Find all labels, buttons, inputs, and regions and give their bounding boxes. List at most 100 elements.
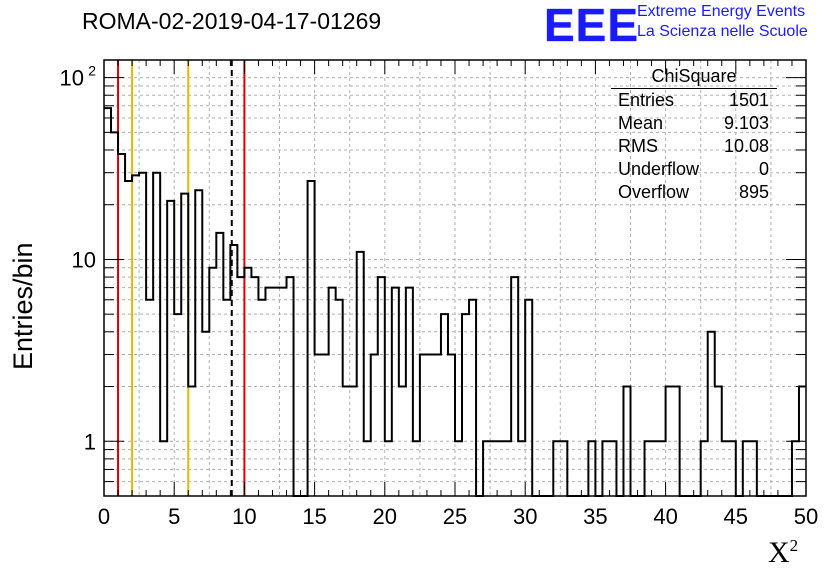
x-tick-label: 45: [724, 504, 748, 529]
histogram-bin: [497, 441, 504, 496]
y-tick-label: 10: [60, 66, 84, 91]
histogram-bin: [588, 441, 595, 496]
histogram-bin: [560, 441, 567, 496]
histogram-bin: [399, 387, 406, 496]
histogram-bin: [469, 300, 476, 496]
histogram-bin: [371, 355, 378, 496]
histogram-bin: [195, 190, 202, 496]
x-tick-label: 10: [232, 504, 256, 529]
x-tick-label: 15: [302, 504, 326, 529]
histogram-bin: [223, 300, 230, 496]
y-tick-label-exponent: 2: [88, 63, 96, 79]
histogram-bin: [673, 387, 680, 496]
histogram-bin: [237, 277, 244, 496]
y-tick-label: 10: [72, 247, 96, 272]
histogram-bin: [329, 288, 336, 496]
histogram-bin: [406, 288, 413, 496]
histogram-bin: [251, 277, 258, 496]
histogram-bin: [722, 441, 729, 496]
histogram-bin: [160, 441, 167, 496]
histogram-bin: [602, 441, 609, 496]
histogram-bin: [525, 300, 532, 496]
histogram-bin: [455, 441, 462, 496]
histogram-bin: [364, 441, 371, 496]
x-axis: 0 5 10 15 20 25 30 35 40 45 50: [98, 60, 818, 529]
x-tick-label: 20: [373, 504, 397, 529]
eee-logo: EEE: [544, 0, 640, 51]
histogram-bin: [104, 108, 111, 496]
histogram-bin: [441, 314, 448, 496]
stats-row-entries: Entries 1501: [618, 90, 769, 110]
x-tick-label: 30: [513, 504, 537, 529]
histogram-bin: [483, 441, 490, 496]
histogram-bin: [322, 355, 329, 496]
histogram-bin: [385, 441, 392, 496]
y-tick-label: 1: [84, 429, 96, 454]
x-tick-label: 50: [794, 504, 818, 529]
histogram-bin: [139, 173, 146, 496]
histogram-bin: [209, 268, 216, 496]
histogram-bin: [287, 277, 294, 496]
histogram-bin: [427, 355, 434, 496]
histogram-bin: [413, 441, 420, 496]
histogram-bin: [504, 441, 511, 496]
x-axis-label: X2: [768, 536, 799, 569]
histogram-bin: [272, 288, 279, 496]
y-axis-label: Entries/bin: [8, 242, 38, 370]
histogram-bin: [181, 194, 188, 496]
histogram-bin: [118, 154, 125, 496]
histogram-bin: [308, 181, 315, 496]
x-tick-label: 25: [443, 504, 467, 529]
histogram-bin: [188, 387, 195, 496]
histogram-bin: [448, 355, 455, 496]
x-tick-label: 5: [168, 504, 180, 529]
stats-row-rms: RMS 10.08: [618, 136, 769, 156]
stats-box: ChiSquare Entries 1501 Mean 9.103 RMS 10.08…: [611, 66, 777, 204]
histogram-bin: [609, 441, 616, 496]
histogram-bin: [336, 300, 343, 496]
logo-line-2: La Scienza nelle Scuole: [637, 23, 808, 40]
histogram-bin: [729, 441, 736, 496]
histogram-bin: [652, 441, 659, 496]
histogram-bin: [244, 268, 251, 496]
stats-title: ChiSquare: [611, 66, 777, 89]
histogram-bin: [216, 233, 223, 496]
histogram-bin: [167, 201, 174, 496]
histogram-bin: [174, 314, 181, 496]
histogram-bin: [230, 245, 237, 496]
histogram-bin: [392, 288, 399, 496]
histogram-bin: [315, 355, 322, 496]
x-tick-label: 40: [653, 504, 677, 529]
chart-title: ROMA-02-2019-04-17-01269: [82, 8, 382, 34]
histogram-bin: [518, 441, 525, 496]
histogram-bin: [132, 175, 139, 496]
histogram-bin: [265, 288, 272, 496]
histogram-bin: [708, 332, 715, 496]
histogram-bin: [146, 300, 153, 496]
histogram-bin: [350, 387, 357, 496]
histogram-bin: [750, 441, 757, 496]
histogram-bin: [666, 387, 673, 496]
histogram-bin: [258, 300, 265, 496]
histogram-bin: [462, 314, 469, 496]
histogram-bin: [701, 441, 708, 496]
stats-row-mean: Mean 9.103: [618, 113, 769, 133]
histogram-bin: [357, 252, 364, 496]
histogram-outline: [104, 107, 806, 497]
histogram-bin: [659, 441, 666, 496]
histogram-bin: [434, 355, 441, 496]
stats-row-overflow: Overflow 895: [618, 182, 769, 202]
histogram-bin: [645, 441, 652, 496]
histogram-bin: [343, 387, 350, 496]
histogram-bin: [153, 173, 160, 496]
x-tick-label: 0: [98, 504, 110, 529]
histogram-bin: [743, 441, 750, 496]
x-tick-label: 35: [583, 504, 607, 529]
histogram-bin: [715, 387, 722, 496]
logo-line-1: Extreme Energy Events: [637, 3, 806, 20]
histogram-bin: [280, 288, 287, 496]
histogram-bin: [553, 441, 560, 496]
stats-row-underflow: Underflow 0: [618, 159, 769, 179]
